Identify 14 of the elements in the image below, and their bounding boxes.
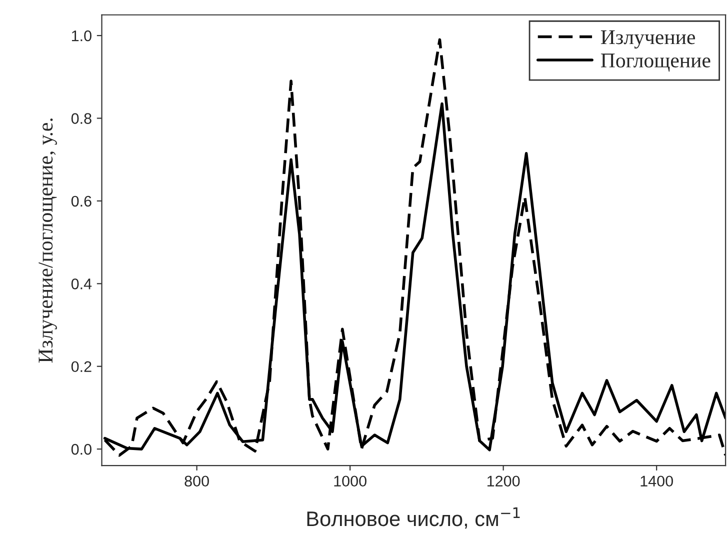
legend-label: Поглощение — [600, 54, 710, 72]
y-tick-label: 1.0 — [72, 30, 92, 42]
legend-label: Излучение — [600, 30, 696, 49]
y-tick-label: 0.4 — [71, 278, 92, 290]
x-tick-label: 1200 — [487, 476, 520, 487]
x-tick-label: 800 — [184, 476, 209, 487]
x-tick-label: 1400 — [640, 476, 673, 487]
x-tick-label: 1000 — [334, 476, 366, 487]
y-axis-title: Излучение/поглощение, у.е. — [38, 118, 57, 363]
y-tick-label: 0.6 — [71, 196, 92, 207]
x-axis-title: Волновое число, см$^{−1}$ — [307, 507, 520, 529]
y-tick-label: 0.2 — [71, 361, 92, 372]
y-tick-label: 0.8 — [71, 113, 92, 124]
y-tick-label: 0.0 — [71, 444, 92, 455]
